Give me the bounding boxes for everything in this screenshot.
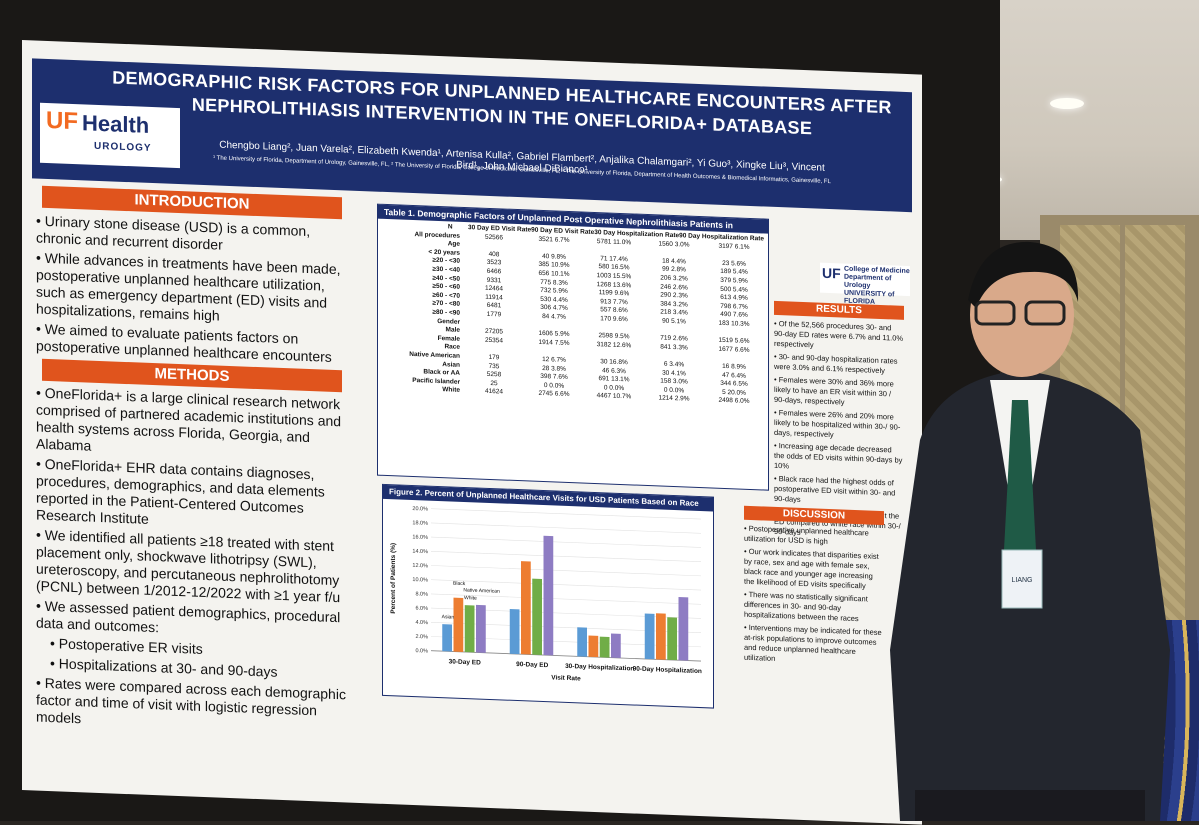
x-axis-label: Visit Rate (551, 674, 581, 682)
bar (476, 604, 486, 653)
bar (509, 609, 520, 655)
discussion-bullet: • Postoperative unplanned healthcare uti… (744, 523, 869, 546)
bar-annotation: Asian (442, 614, 455, 620)
bar-annotation: Black (453, 581, 466, 587)
chart-svg: 0.0% 2.0% 4.0% 6.0% 8.0% 10.0% 12.0% 14.0% 16.0%… (390, 506, 702, 682)
discussion-bullet: • Our work indicates that disparities ex… (744, 546, 879, 591)
y-tick-label: 12.0% (412, 563, 428, 570)
bar (577, 627, 587, 657)
x-category-label: 30-Day Hospitalization (565, 663, 634, 673)
gridline (431, 522, 701, 534)
gridline (431, 565, 701, 577)
intro-bullet: • While advances in treatments have been… (36, 249, 341, 324)
gridline (431, 508, 701, 520)
discussion-bullet: • Interventions may be indicated for the… (744, 622, 882, 663)
bar-annotation: Native American (463, 587, 500, 594)
y-axis-label: Percent of Patients (%) (390, 543, 397, 614)
gridline (431, 536, 701, 548)
table-cell: White (442, 386, 460, 395)
x-category-label: 90-Day ED (516, 661, 548, 669)
methods-bullets: • OneFlorida+ is a large clinical resear… (36, 385, 356, 741)
discussion-bullet: • There was no statistically significant… (744, 589, 868, 624)
name-badge (1001, 549, 1043, 609)
x-category-label: 90-Day Hospitalization (633, 665, 702, 675)
gridline (431, 579, 701, 591)
y-tick-label: 2.0% (415, 634, 428, 640)
research-poster: UF Health UROLOGY DEMOGRAPHIC RISK FACTO… (22, 40, 922, 825)
bar (532, 578, 542, 655)
y-tick-label: 0.0% (415, 648, 428, 654)
necktie (1004, 400, 1036, 570)
table-cell: 2745 6.6% (538, 390, 570, 399)
bar (656, 613, 666, 660)
race-bar-chart: Figure 2. Percent of Unplanned Healthcar… (382, 483, 714, 709)
y-tick-label: 8.0% (415, 591, 428, 597)
y-tick-label: 20.0% (412, 506, 428, 513)
ceiling-light (1050, 98, 1084, 109)
bar (442, 624, 452, 652)
bar (453, 597, 464, 652)
hair (968, 241, 1079, 308)
bar (464, 605, 475, 653)
methods-bullet: • We identified all patients ≥18 treated… (36, 526, 341, 606)
y-tick-label: 10.0% (412, 577, 428, 584)
college-logo-uf: UF (822, 264, 841, 282)
bar-annotation: White (464, 595, 477, 601)
demographics-table: Table 1. Demographic Factors of Unplanne… (377, 203, 769, 491)
bar (588, 635, 599, 658)
bar (611, 633, 621, 659)
bar (599, 636, 610, 658)
methods-bullet: • Rates were compared across each demogr… (36, 674, 346, 727)
table-cell: 1214 2.9% (658, 394, 690, 403)
bar (644, 613, 655, 660)
logo-uf-text: UF (46, 106, 78, 136)
trousers (915, 790, 1145, 821)
bar (667, 617, 677, 661)
logo-health-text: Health (82, 110, 150, 138)
presenter-person: LIANG (890, 241, 1170, 821)
face (970, 253, 1074, 377)
discussion-bullets: • Postoperative unplanned healthcare uti… (744, 524, 884, 671)
bar (543, 535, 554, 656)
methods-bullet: • OneFlorida+ is a large clinical resear… (36, 384, 342, 454)
glasses-right (1024, 300, 1066, 326)
table-cell: 4467 10.7% (596, 392, 632, 401)
y-tick-label: 6.0% (415, 606, 428, 612)
intro-bullets: • Urinary stone disease (USD) is a commo… (36, 213, 356, 370)
poster-board: UF Health UROLOGY DEMOGRAPHIC RISK FACTO… (0, 0, 1000, 825)
y-tick-label: 18.0% (412, 520, 428, 527)
y-tick-label: 14.0% (412, 549, 428, 556)
methods-bullet: • OneFlorida+ EHR data contains diagnose… (36, 455, 325, 527)
gridline (431, 551, 701, 562)
name-badge-text: LIANG (1011, 577, 1032, 584)
bar (521, 561, 531, 655)
bar (678, 597, 689, 661)
y-tick-label: 16.0% (412, 534, 428, 541)
gridline (431, 593, 701, 605)
glasses-left (974, 300, 1016, 326)
y-tick-label: 4.0% (415, 620, 428, 626)
table-cell: 2498 6.0% (718, 397, 750, 406)
table-body: N 30 Day ED Visit Rate 90 Day ED Visit Rat… (378, 219, 768, 410)
x-category-label: 30-Day ED (449, 658, 481, 666)
table-cell: 41624 (484, 388, 504, 396)
logo-urology-text: UROLOGY (94, 140, 152, 154)
